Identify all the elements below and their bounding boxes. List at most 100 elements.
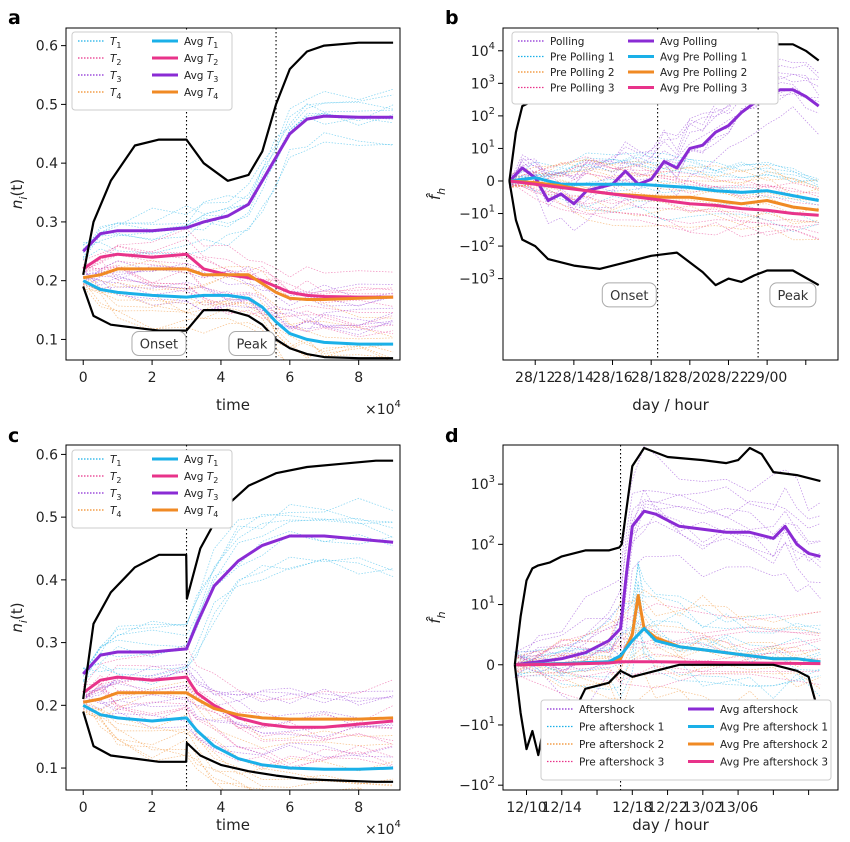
series-line-avg-pre-polling-1 [509, 176, 819, 202]
background-trace [82, 286, 286, 360]
y-tick-label: 0 [486, 658, 495, 674]
phase-label: Peak [777, 289, 808, 304]
background-trace [83, 704, 394, 786]
background-trace [82, 674, 394, 730]
background-trace [83, 558, 394, 677]
legend-label: Avg aftershock [720, 704, 799, 716]
background-trace [509, 180, 819, 210]
background-trace [514, 628, 821, 668]
background-trace [82, 280, 394, 359]
axes-frame [65, 444, 401, 791]
background-trace [509, 58, 819, 189]
legend-label: Avg T2 [184, 471, 218, 485]
background-trace [514, 614, 821, 671]
background-trace [514, 603, 821, 673]
series-line-avg-aftershock [514, 509, 821, 667]
background-trace [509, 162, 819, 189]
background-trace [83, 276, 394, 340]
legend-label: Pre aftershock 1 [579, 722, 664, 734]
background-trace [514, 600, 821, 657]
background-trace [82, 254, 394, 307]
background-trace [514, 501, 821, 667]
background-trace [514, 560, 821, 653]
y-tick-label: 0.3 [36, 215, 58, 231]
background-trace [83, 272, 394, 332]
background-trace [82, 683, 394, 768]
x-tick-label: 29/00 [747, 370, 787, 386]
background-trace [83, 281, 394, 353]
panel-letter: c [8, 425, 19, 447]
x-tick-label: 28/22 [708, 370, 748, 386]
x-tick-label: 12/14 [542, 800, 582, 816]
legend-label: Avg T3 [184, 488, 218, 502]
axes-frame [502, 444, 839, 791]
background-trace [83, 278, 394, 336]
x-tick-label: 2 [148, 370, 157, 386]
y-tick-label: 0.1 [36, 761, 58, 777]
background-trace [82, 101, 394, 258]
x-tick-label: 8 [354, 800, 363, 816]
x-tick-label: 28/18 [631, 370, 671, 386]
plot-area [82, 445, 394, 790]
panel-b: 104 103 102 101 0 −101 −102 −103 28/1228/1428/16… [425, 7, 839, 414]
x-tick-label: 12/22 [647, 800, 687, 816]
x-axis-multiplier: ×104 [365, 399, 401, 418]
x-axis-multiplier: ×104 [365, 819, 401, 838]
legend-label: Polling [550, 36, 584, 48]
legend-box [540, 699, 832, 781]
legend-box [71, 449, 233, 529]
y-tick-label: 103 [471, 73, 495, 92]
x-axis-label: time [216, 816, 250, 834]
background-trace [83, 670, 394, 704]
background-trace [509, 178, 819, 232]
series-line-min [82, 711, 394, 783]
background-trace [509, 174, 819, 234]
background-trace [83, 696, 394, 737]
y-axis-label: ni(t) [8, 179, 30, 209]
y-tick-label: 0.2 [36, 274, 58, 290]
legend-label: Avg T3 [184, 70, 218, 84]
background-trace [83, 245, 394, 294]
series-line-min [508, 180, 820, 287]
series-line-avg-pre-aftershock-3 [514, 660, 821, 667]
legend-label: Avg Pre Polling 1 [660, 52, 747, 64]
legend-label: Avg T4 [184, 87, 218, 101]
legend-label: Pre Polling 1 [550, 52, 615, 64]
panel-c: 0.1 0.2 0.3 0.4 0.5 0.6 0 2 4 6 8 time ni(t) ×104 c T1 T… [8, 425, 401, 838]
background-trace [82, 679, 394, 741]
legend-label: T2 [110, 471, 122, 485]
x-tick-label: 13/02 [683, 800, 723, 816]
legend-label: T2 [110, 53, 122, 67]
x-tick-label: 4 [216, 370, 225, 386]
background-trace [83, 556, 394, 672]
series-line-avg-pre-polling-3 [509, 179, 819, 217]
series-line-avg-t4 [82, 267, 394, 301]
background-trace [82, 228, 394, 278]
x-axis-label: time [216, 396, 250, 414]
background-trace [514, 589, 821, 674]
background-trace [83, 265, 394, 307]
background-trace [82, 559, 394, 686]
y-tick-label: −102 [459, 236, 495, 255]
x-tick-label: 28/20 [670, 370, 710, 386]
background-trace [509, 152, 819, 182]
background-trace [82, 504, 394, 673]
background-trace [83, 710, 394, 788]
axes-frame [502, 27, 839, 361]
background-trace [83, 113, 394, 246]
background-trace [509, 181, 819, 240]
background-trace [82, 519, 394, 673]
series-line-avg-t3 [82, 114, 394, 253]
background-trace [514, 445, 821, 668]
legend-label: Avg Polling [660, 36, 717, 48]
legend-label: Avg Pre aftershock 3 [720, 757, 828, 769]
background-trace [82, 276, 390, 360]
legend-label: T1 [110, 454, 122, 468]
background-trace [514, 624, 821, 665]
background-trace [514, 512, 821, 674]
panel-a: 0.1 0.2 0.3 0.4 0.5 0.6 0 2 4 6 8 time ni(t) ×104 a Ons… [8, 7, 401, 418]
x-tick-label: 8 [354, 370, 363, 386]
background-trace [82, 268, 394, 323]
background-trace [82, 497, 394, 683]
background-trace [83, 262, 394, 296]
